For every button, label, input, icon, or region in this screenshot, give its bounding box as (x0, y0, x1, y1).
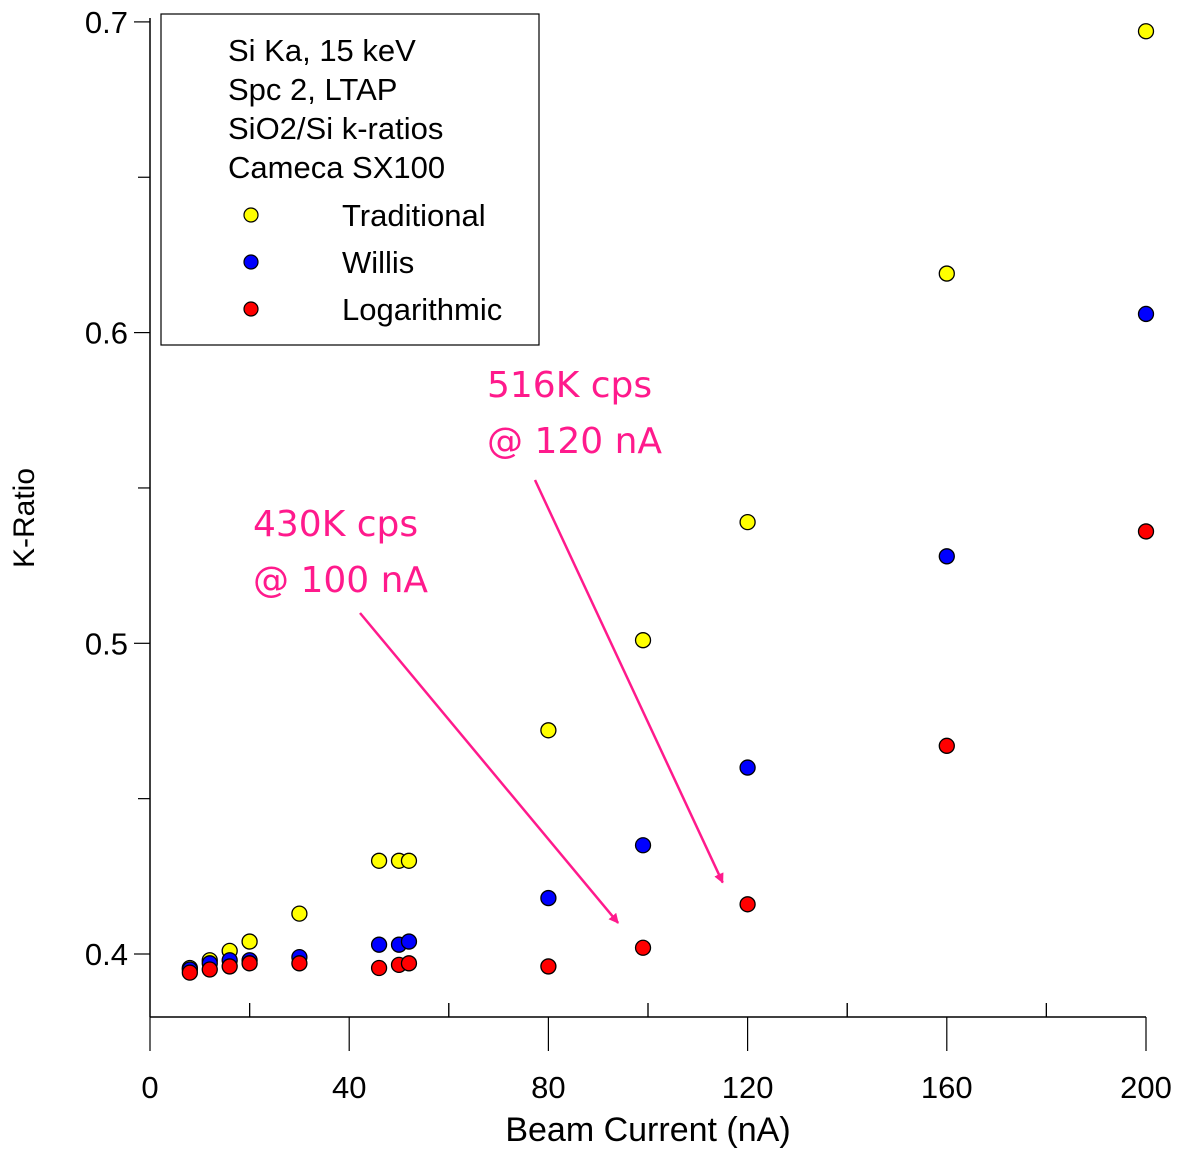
data-point (400, 933, 418, 950)
data-point (1137, 305, 1155, 323)
legend-title-2: Spc 2, LTAP (228, 72, 397, 107)
data-point (634, 837, 652, 854)
legend-title-1: Si Ka, 15 keV (228, 33, 416, 68)
annotation-text: @ 120 nA (487, 421, 662, 462)
x-tick-label: 120 (722, 1070, 774, 1105)
series-logarithmic (181, 523, 1155, 981)
data-point (739, 513, 756, 531)
data-point (938, 265, 955, 282)
data-point (1137, 23, 1155, 40)
x-tick-label: 200 (1120, 1070, 1172, 1105)
data-point (370, 852, 388, 869)
series-willis (181, 305, 1155, 978)
legend-label: Traditional (342, 198, 486, 233)
data-point (400, 852, 418, 869)
data-point (540, 958, 557, 975)
y-tick-label: 0.6 (85, 316, 128, 351)
data-point (540, 722, 557, 739)
data-point (634, 939, 652, 956)
legend-title-4: Cameca SX100 (228, 150, 445, 185)
legend-marker (243, 254, 259, 270)
data-point (201, 961, 218, 978)
legend-label: Logarithmic (342, 292, 502, 327)
legend-label: Willis (342, 245, 414, 280)
annotation-text: @ 100 nA (253, 560, 428, 601)
y-axis-label: K-Ratio (8, 468, 41, 568)
data-point (1137, 523, 1155, 540)
data-point (181, 964, 198, 981)
x-tick-label: 160 (921, 1070, 973, 1105)
y-tick-label: 0.7 (85, 5, 128, 40)
data-point (634, 632, 652, 649)
x-axis-label: Beam Current (nA) (505, 1111, 790, 1149)
data-point (400, 955, 418, 972)
data-point (291, 905, 308, 922)
data-point (221, 958, 238, 975)
data-point (739, 896, 756, 913)
annotation-arrow (359, 612, 620, 924)
data-point (291, 955, 308, 972)
data-point (938, 548, 955, 565)
data-point (938, 737, 955, 754)
x-tick-label: 0 (141, 1070, 158, 1105)
legend-title-3: SiO2/Si k-ratios (228, 111, 443, 146)
data-point (370, 959, 388, 977)
data-point (540, 889, 557, 907)
legend-marker (243, 207, 259, 223)
x-tick-label: 80 (531, 1070, 565, 1105)
data-point (739, 759, 756, 776)
data-point (370, 936, 388, 953)
legend: Si Ka, 15 keV Spc 2, LTAP SiO2/Si k-rati… (160, 13, 540, 346)
y-tick-label: 0.5 (85, 626, 128, 661)
x-tick-label: 40 (332, 1070, 366, 1105)
legend-marker (243, 301, 259, 317)
annotation-arrow (533, 479, 724, 884)
data-point (241, 933, 258, 950)
annotation-text: 430K cps (253, 504, 418, 545)
annotation-text: 516K cps (487, 365, 652, 406)
y-tick-label: 0.4 (85, 937, 128, 972)
data-point (241, 955, 258, 972)
